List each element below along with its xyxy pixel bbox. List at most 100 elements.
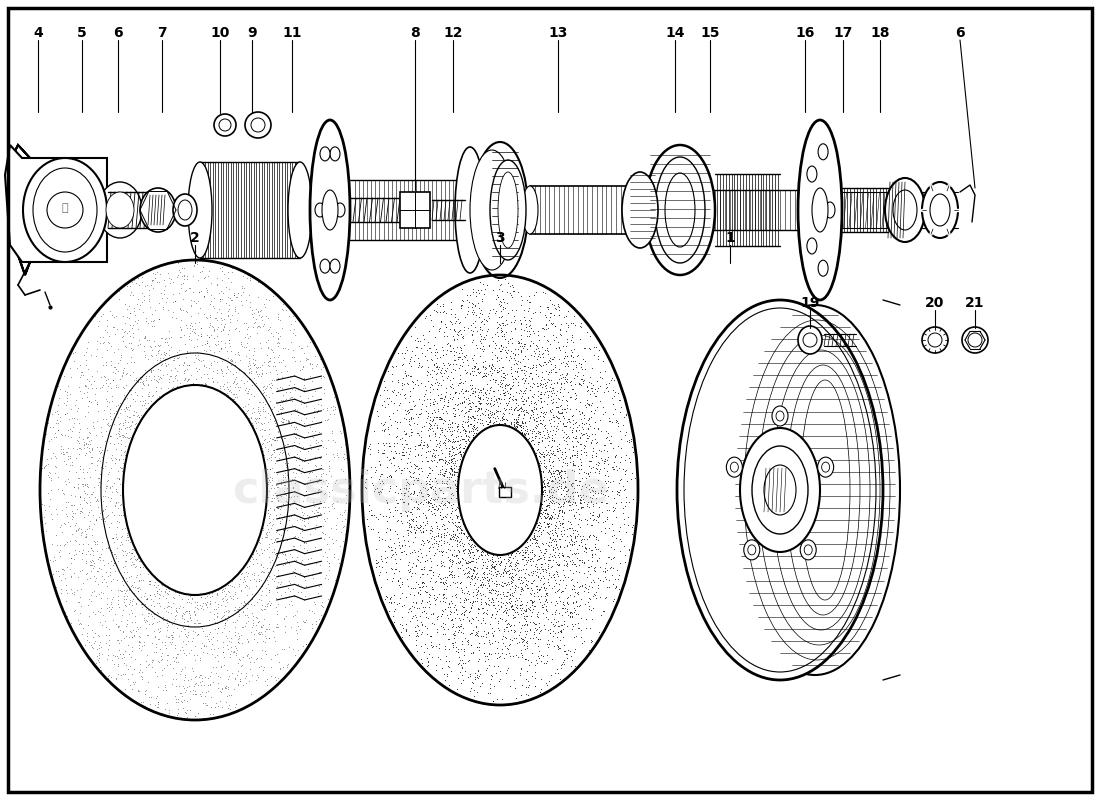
Point [541, 459, 559, 472]
Point [110, 437, 128, 450]
Point [145, 319, 163, 332]
Point [235, 671, 253, 684]
Point [588, 554, 606, 567]
Point [517, 338, 535, 350]
Point [543, 434, 561, 446]
Point [210, 345, 228, 358]
Point [485, 625, 503, 638]
Point [526, 622, 543, 634]
Point [270, 620, 287, 633]
Point [566, 659, 584, 672]
Point [471, 386, 488, 398]
Point [248, 313, 265, 326]
Point [222, 641, 240, 654]
Point [474, 556, 492, 569]
Point [561, 522, 579, 534]
Point [568, 449, 585, 462]
Point [397, 446, 415, 458]
Point [564, 458, 582, 470]
Point [600, 522, 617, 534]
Point [453, 450, 471, 463]
Point [106, 650, 123, 662]
Point [411, 462, 429, 475]
Point [69, 436, 87, 449]
Point [271, 452, 288, 465]
Point [426, 502, 443, 515]
Point [592, 366, 609, 379]
Point [150, 296, 167, 309]
Point [562, 606, 580, 618]
Point [517, 321, 535, 334]
Point [546, 535, 563, 548]
Point [473, 314, 491, 327]
Point [43, 538, 60, 551]
Point [90, 651, 108, 664]
Point [557, 479, 574, 492]
Point [443, 530, 461, 543]
Point [461, 670, 478, 682]
Point [230, 610, 248, 622]
Point [402, 412, 419, 425]
Point [141, 588, 158, 601]
Point [393, 539, 410, 552]
Point [174, 601, 191, 614]
Point [553, 460, 571, 473]
Point [495, 367, 513, 380]
Point [537, 461, 554, 474]
Point [260, 445, 277, 458]
Point [412, 567, 430, 580]
Point [60, 452, 78, 465]
Point [481, 414, 498, 426]
Point [151, 390, 168, 403]
Point [116, 632, 133, 645]
Point [397, 369, 415, 382]
Point [553, 574, 571, 586]
Point [208, 330, 226, 343]
Point [431, 391, 449, 404]
Point [145, 612, 163, 625]
Point [464, 551, 482, 564]
Point [541, 338, 559, 350]
Point [393, 346, 410, 359]
Point [267, 326, 285, 338]
Point [449, 502, 466, 514]
Point [565, 368, 583, 381]
Point [405, 458, 422, 470]
Point [180, 595, 198, 608]
Point [572, 496, 590, 509]
Point [505, 285, 522, 298]
Point [462, 534, 480, 546]
Point [548, 463, 565, 476]
Point [264, 681, 282, 694]
Point [452, 342, 470, 354]
Point [385, 537, 403, 550]
Point [516, 550, 534, 563]
Ellipse shape [928, 333, 942, 347]
Point [534, 380, 551, 393]
Point [156, 356, 174, 369]
Point [505, 618, 522, 631]
Point [392, 591, 409, 604]
Point [240, 289, 257, 302]
Point [484, 630, 502, 642]
Point [572, 599, 590, 612]
Point [161, 630, 178, 643]
Point [585, 576, 603, 589]
Point [517, 599, 535, 612]
Point [112, 509, 130, 522]
Point [437, 650, 454, 662]
Point [130, 574, 147, 587]
Point [556, 658, 573, 670]
Point [88, 342, 106, 355]
Point [543, 386, 561, 399]
Point [232, 597, 250, 610]
Point [396, 538, 414, 551]
Point [519, 688, 537, 701]
Point [240, 398, 257, 411]
Point [395, 486, 412, 499]
Point [418, 471, 436, 484]
Point [522, 441, 540, 454]
Point [544, 481, 562, 494]
Point [538, 334, 556, 346]
Point [452, 626, 470, 639]
